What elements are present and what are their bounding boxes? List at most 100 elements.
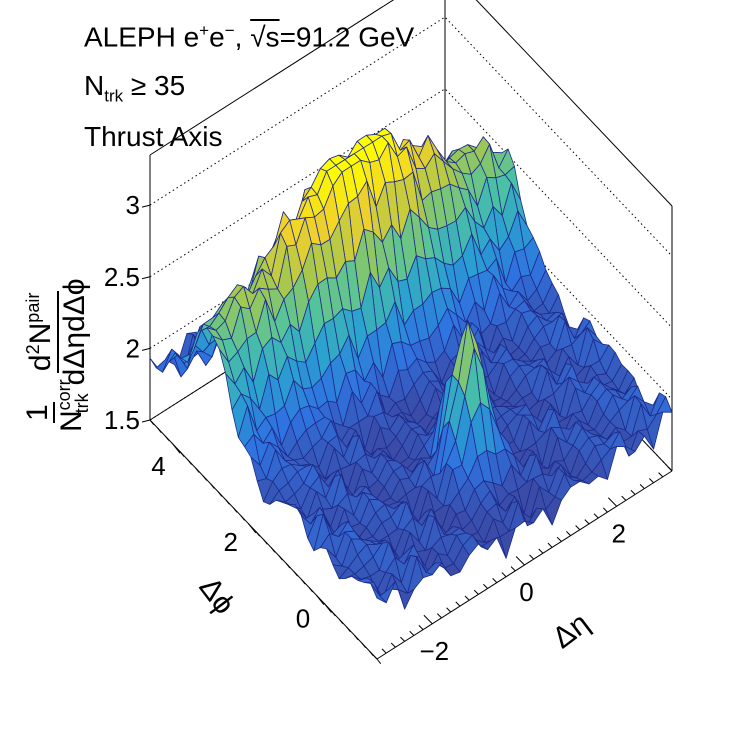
deta-tick bbox=[649, 478, 654, 484]
dphi-tick bbox=[210, 483, 215, 489]
dphi-tick bbox=[376, 658, 382, 664]
z-tick bbox=[141, 204, 151, 208]
dphi-tick bbox=[195, 467, 200, 473]
dphi-tick bbox=[308, 586, 314, 593]
deta-tick bbox=[409, 630, 415, 636]
dphi-tick bbox=[217, 491, 223, 497]
deta-tick bbox=[556, 536, 562, 542]
dphi-tick bbox=[232, 507, 238, 513]
z-label-fraction-1: 1 Ncorrtrk bbox=[20, 379, 93, 432]
z-label-pair: pair bbox=[23, 292, 43, 323]
dphi-tick bbox=[240, 515, 245, 521]
top-frame bbox=[149, 0, 673, 207]
deta-tick bbox=[400, 636, 406, 642]
dphi-tick bbox=[278, 555, 283, 561]
header-sup-minus: − bbox=[224, 21, 235, 40]
dphi-tick bbox=[187, 459, 192, 465]
deta-tick bbox=[510, 566, 516, 572]
deta-tick bbox=[436, 613, 442, 619]
dphi-tick bbox=[323, 602, 332, 613]
deta-tick bbox=[455, 601, 461, 607]
z-label-npair: N bbox=[24, 322, 57, 345]
z-label-denominator: dΔηdΔϕ bbox=[57, 278, 91, 386]
deta-tick bbox=[667, 466, 673, 472]
header-ntrk-sub: trk bbox=[104, 86, 124, 106]
z-tick-label: 2 bbox=[126, 333, 140, 363]
dphi-tick bbox=[285, 563, 291, 569]
dphi-tick bbox=[247, 523, 257, 534]
dphi-tick bbox=[331, 610, 336, 617]
dphi-tick bbox=[300, 579, 306, 585]
header-sqrt-s: √s bbox=[250, 21, 280, 53]
z-label-d-sup: 2 bbox=[23, 344, 43, 355]
z-tick bbox=[141, 419, 151, 423]
z-tick bbox=[141, 276, 151, 280]
dphi-tick bbox=[346, 626, 351, 633]
dphi-tick bbox=[361, 642, 366, 649]
dphi-tick bbox=[263, 539, 268, 545]
dphi-tick bbox=[149, 419, 155, 425]
deta-tick bbox=[630, 489, 636, 495]
header-ntrk-cut: ≥ 35 bbox=[123, 70, 186, 101]
z-label-d: d bbox=[24, 354, 57, 372]
deta-tick bbox=[515, 556, 525, 566]
deta-tick bbox=[658, 472, 664, 478]
deta-tick bbox=[529, 554, 535, 560]
deta-tick bbox=[381, 648, 387, 654]
deta-tick bbox=[566, 531, 571, 536]
header-text-e: e bbox=[209, 21, 225, 53]
dphi-axis-title: Δϕ bbox=[193, 571, 242, 620]
dphi-tick-label: 4 bbox=[151, 451, 165, 481]
deta-tick bbox=[584, 519, 590, 525]
z-label-fraction-2: d2Npair dΔηdΔϕ bbox=[23, 278, 91, 386]
header-energy: =91.2 GeV bbox=[279, 21, 415, 53]
deta-tick bbox=[538, 548, 544, 554]
deta-tick bbox=[639, 484, 645, 489]
dphi-tick bbox=[179, 451, 185, 457]
header-line-ntrk: Ntrk ≥ 35 bbox=[84, 72, 185, 105]
z-tick-label: 1.5 bbox=[104, 405, 140, 435]
dphi-tick bbox=[270, 547, 276, 553]
header-line-experiment: ALEPH e+e−, √s=91.2 GeV bbox=[84, 22, 414, 51]
z-axis-label: 1 Ncorrtrk d2Npair dΔηdΔϕ bbox=[20, 246, 93, 436]
deta-tick bbox=[602, 507, 608, 513]
z-label-n: N bbox=[55, 410, 89, 432]
deta-tick bbox=[593, 513, 599, 519]
header-separator: , bbox=[234, 21, 251, 53]
deta-tick bbox=[575, 525, 581, 531]
deta-tick bbox=[492, 578, 498, 583]
z-tick-label: 2.5 bbox=[104, 262, 140, 292]
dphi-tick bbox=[164, 435, 170, 441]
z-label-one: 1 bbox=[20, 402, 56, 424]
deta-tick bbox=[621, 495, 627, 501]
deta-tick bbox=[423, 614, 433, 625]
dphi-tick-label: 2 bbox=[224, 527, 238, 557]
header-sup-plus: + bbox=[199, 21, 210, 40]
dphi-tick bbox=[172, 443, 181, 454]
surface-plot bbox=[149, 127, 673, 610]
deta-tick bbox=[446, 607, 452, 613]
z-label-trk: trk bbox=[72, 393, 93, 414]
dphi-tick bbox=[369, 650, 374, 657]
header-experiment-text: ALEPH e bbox=[84, 21, 200, 53]
deta-axis-title: Δη bbox=[546, 607, 595, 655]
dphi-tick bbox=[225, 499, 230, 505]
surface-cell bbox=[370, 583, 387, 604]
z-tick bbox=[141, 347, 151, 351]
dphi-tick-label: 0 bbox=[296, 603, 310, 633]
z-tick-label: 3 bbox=[126, 190, 140, 220]
deta-tick-label: −2 bbox=[419, 636, 449, 666]
dphi-tick bbox=[202, 475, 208, 481]
dphi-tick bbox=[353, 634, 359, 641]
deta-tick bbox=[390, 642, 396, 648]
deta-tick bbox=[607, 497, 618, 507]
deta-tick bbox=[372, 654, 378, 660]
dphi-tick bbox=[338, 618, 344, 625]
deta-tick bbox=[464, 595, 470, 601]
deta-tick bbox=[473, 589, 479, 595]
deta-tick bbox=[483, 583, 488, 589]
dphi-tick bbox=[255, 531, 261, 537]
dphi-tick bbox=[157, 427, 162, 433]
deta-tick bbox=[501, 572, 507, 578]
